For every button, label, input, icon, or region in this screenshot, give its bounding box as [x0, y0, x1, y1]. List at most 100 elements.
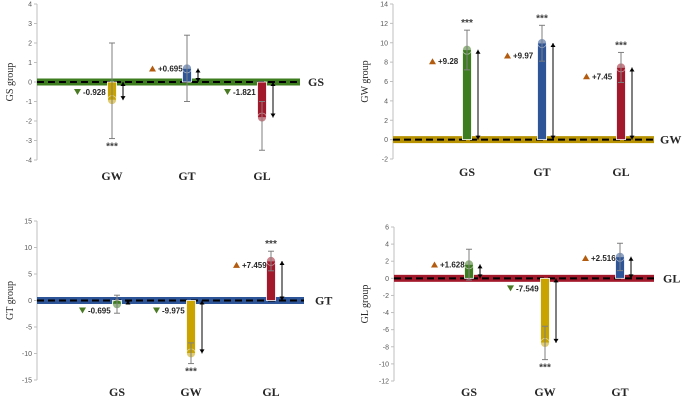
change-arrow-head — [120, 96, 126, 101]
y-tick-label: -8 — [383, 344, 389, 351]
y-tick-label: 15 — [24, 219, 32, 226]
increase-triangle-icon — [583, 73, 590, 80]
y-tick-label: 10 — [24, 245, 32, 252]
y-tick-label: 2 — [384, 118, 388, 125]
change-arrow-tail — [475, 135, 481, 140]
y-tick-label: 1 — [28, 60, 32, 67]
y-axis-label: GT group — [5, 281, 16, 320]
change-value-label: -7.549 — [516, 284, 539, 293]
x-category-label: GW — [180, 385, 201, 399]
y-tick-label: 4 — [384, 98, 388, 105]
change-value-label: +7.459 — [242, 261, 267, 270]
y-axis-label: GW group — [360, 60, 371, 102]
y-tick-label: 8 — [384, 60, 388, 67]
change-arrow-tail — [125, 300, 131, 305]
decrease-triangle-icon — [224, 89, 231, 95]
change-value-label: -1.821 — [233, 88, 256, 97]
x-category-label: GT — [611, 385, 628, 399]
increase-triangle-icon — [504, 52, 511, 59]
increase-triangle-icon — [582, 255, 589, 262]
y-tick-label: 0 — [384, 137, 388, 144]
change-arrow-tail — [628, 274, 634, 279]
change-arrow-head — [270, 113, 276, 118]
change-arrow-head — [629, 67, 635, 72]
change-arrow-tail — [270, 82, 276, 86]
y-tick-label: 4 — [385, 242, 389, 249]
reference-band — [37, 78, 300, 86]
y-tick-label: 2 — [28, 41, 32, 48]
chart-panel-3: -15 -10 -5 0 5 10 15 GT group GT -0.695 GS -9.975 **… — [5, 219, 332, 400]
significance-label: *** — [185, 367, 197, 378]
x-category-label: GS — [109, 385, 125, 399]
y-tick-label: -10 — [22, 351, 32, 358]
change-arrow-head — [477, 264, 483, 269]
y-tick-label: 6 — [385, 225, 389, 232]
y-tick-label: -1 — [26, 99, 32, 106]
change-arrow-head — [279, 260, 285, 265]
reference-label: GS — [308, 75, 324, 89]
y-tick-label: 0 — [385, 276, 389, 283]
y-tick-label: -10 — [379, 361, 389, 368]
change-arrow-head — [550, 43, 556, 48]
y-tick-label: 5 — [28, 272, 32, 279]
significance-label: *** — [615, 40, 627, 51]
change-value-label: +2.516 — [591, 254, 616, 263]
y-tick-label: -2 — [26, 119, 32, 126]
reference-label: GL — [663, 271, 680, 285]
y-tick-label: -3 — [26, 138, 32, 145]
x-category-label: GT — [178, 169, 195, 183]
y-tick-label: -15 — [22, 378, 32, 385]
change-arrow-tail — [199, 300, 205, 305]
y-tick-label: 6 — [384, 79, 388, 86]
x-category-label: GL — [612, 165, 629, 179]
y-tick-label: 0 — [28, 80, 32, 87]
y-tick-label: -4 — [26, 158, 32, 165]
increase-triangle-icon — [233, 261, 240, 268]
change-arrow-head — [199, 349, 205, 354]
chart-panel-2: -2 0 2 4 6 8 10 12 14 GW group GW +9.28 *** GS +9.97 **… — [360, 2, 681, 180]
y-tick-label: -12 — [379, 379, 389, 386]
significance-label: *** — [536, 13, 548, 24]
change-arrow-tail — [477, 274, 483, 279]
decrease-triangle-icon — [153, 307, 160, 314]
change-arrow-tail — [550, 135, 556, 140]
change-arrow-head — [195, 68, 201, 73]
significance-label: *** — [461, 18, 473, 29]
change-value-label: -9.975 — [162, 307, 185, 316]
y-tick-label: -6 — [383, 327, 389, 334]
x-category-label: GS — [459, 165, 475, 179]
significance-label: *** — [106, 142, 118, 153]
y-tick-label: 4 — [28, 2, 32, 9]
increase-triangle-icon — [429, 58, 436, 65]
x-category-label: GW — [101, 169, 122, 183]
y-tick-label: 2 — [385, 259, 389, 266]
change-arrow-tail — [120, 82, 126, 86]
change-value-label: +9.28 — [438, 57, 459, 66]
reference-label: GT — [315, 294, 332, 308]
change-arrow-tail — [279, 296, 285, 301]
x-category-label: GT — [533, 165, 550, 179]
y-tick-label: 3 — [28, 21, 32, 28]
y-axis-label: GS group — [5, 63, 16, 102]
chart-panel-1: -4 -3 -2 -1 0 1 2 3 4 GS group GS -0.928 *** GW +0.695… — [5, 2, 324, 184]
y-tick-label: 0 — [28, 298, 32, 305]
change-value-label: +7.45 — [592, 72, 613, 81]
decrease-triangle-icon — [507, 285, 514, 292]
change-value-label: -0.695 — [88, 307, 111, 316]
change-arrow-head — [628, 256, 634, 261]
change-arrow-tail — [195, 78, 201, 82]
x-category-label: GL — [253, 169, 270, 183]
reference-band — [394, 274, 654, 282]
y-tick-label: 12 — [380, 21, 388, 28]
change-arrow-tail — [553, 278, 559, 283]
decrease-triangle-icon — [79, 307, 86, 314]
y-tick-label: -4 — [383, 310, 389, 317]
y-axis-label: GL group — [360, 285, 371, 324]
y-tick-label: -2 — [382, 157, 388, 164]
significance-label: *** — [265, 239, 277, 250]
x-category-label: GS — [461, 385, 477, 399]
change-arrow-tail — [629, 135, 635, 140]
y-tick-label: 10 — [380, 40, 388, 47]
change-value-label: +1.628 — [440, 260, 465, 269]
